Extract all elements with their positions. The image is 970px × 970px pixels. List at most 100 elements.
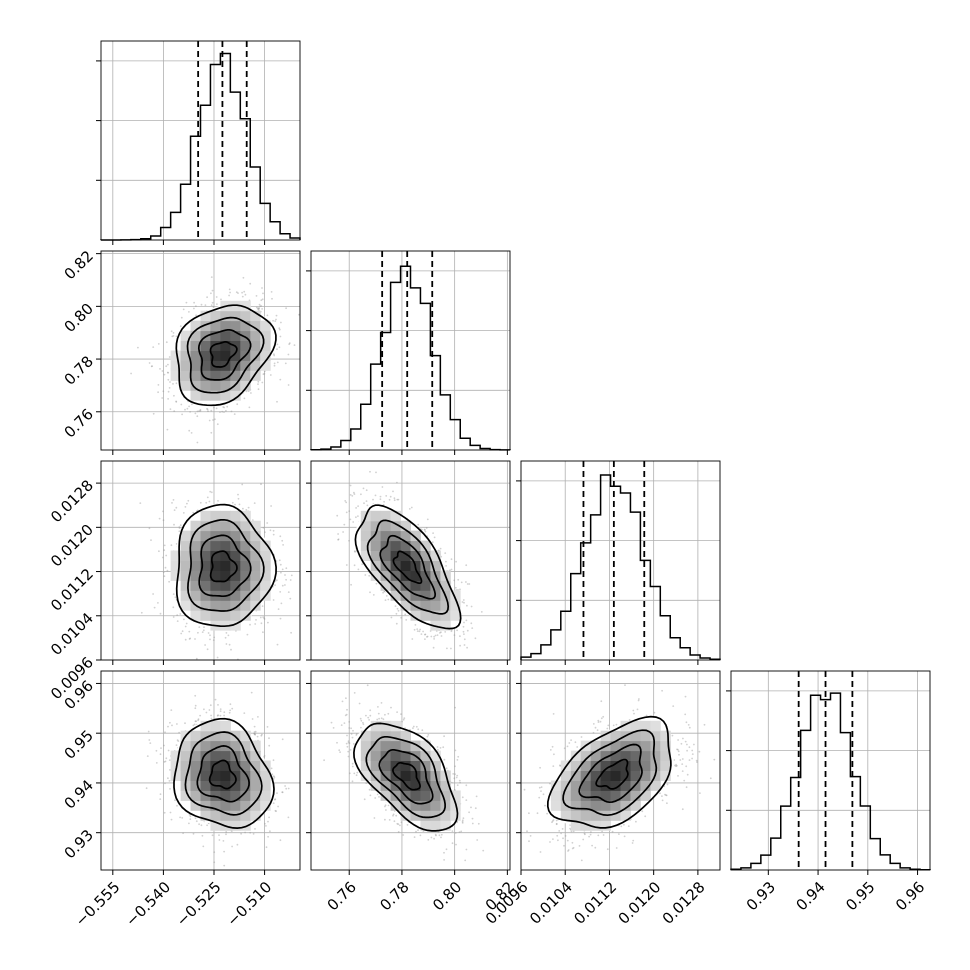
sample-point — [474, 637, 477, 640]
sample-point — [248, 406, 251, 409]
sample-point — [165, 341, 168, 344]
density-cell — [400, 530, 411, 542]
density-cell — [230, 390, 241, 401]
sample-point — [353, 550, 356, 553]
sample-point — [456, 629, 458, 632]
density-cell — [220, 560, 231, 571]
density-cell — [210, 570, 221, 581]
density-cell — [250, 540, 261, 551]
sample-point — [444, 552, 447, 554]
sample-point — [257, 308, 259, 310]
density-cell — [180, 360, 192, 371]
sample-point — [167, 390, 170, 393]
sample-point — [152, 346, 155, 348]
sample-point — [210, 304, 213, 307]
density-cell — [250, 330, 261, 341]
sample-point — [245, 390, 248, 393]
sample-point — [450, 568, 453, 571]
sample-point — [179, 325, 182, 328]
density-cell — [240, 550, 251, 561]
density-cell — [200, 600, 211, 611]
sample-point — [208, 709, 211, 711]
density-cell — [190, 320, 201, 332]
density-cell — [180, 530, 192, 542]
density-cell — [260, 560, 271, 571]
density-cell — [430, 560, 441, 571]
sample-point — [163, 373, 166, 376]
sample-point — [172, 383, 174, 385]
sample-point — [468, 583, 471, 585]
sample-point — [284, 362, 287, 365]
sample-point — [169, 408, 172, 410]
sample-point — [408, 508, 411, 510]
sample-point — [238, 503, 241, 506]
sample-point — [276, 643, 279, 646]
sample-point — [229, 703, 232, 706]
sample-point — [277, 608, 280, 610]
sample-point — [185, 301, 188, 304]
density-cell — [410, 590, 421, 601]
sample-point — [290, 574, 293, 577]
histogram-line — [730, 692, 931, 871]
histogram-panel-0 — [96, 40, 301, 245]
density-cell — [230, 370, 241, 381]
panel-frame — [100, 40, 301, 241]
density-cell — [190, 330, 201, 341]
density-cell — [430, 580, 441, 591]
sample-point — [184, 625, 187, 628]
sample-point — [276, 361, 279, 364]
density-cell — [370, 520, 382, 532]
sample-point — [425, 527, 428, 529]
sample-point — [220, 298, 222, 301]
sample-point — [459, 635, 461, 638]
sample-point — [178, 530, 181, 533]
sample-point — [175, 400, 178, 403]
density-cell — [240, 540, 251, 551]
sample-point — [444, 631, 447, 633]
density-cell — [200, 570, 211, 581]
sample-point — [258, 303, 261, 306]
density-cell — [210, 330, 221, 341]
sample-point — [396, 607, 399, 610]
sample-point — [345, 564, 348, 566]
sample-point — [375, 471, 377, 474]
sample-point — [383, 500, 385, 503]
sample-point — [157, 343, 160, 345]
density-cell — [200, 520, 211, 532]
sample-point — [216, 656, 219, 659]
sample-point — [281, 584, 284, 587]
sample-point — [375, 582, 378, 585]
sample-point — [212, 639, 215, 642]
sample-point — [350, 583, 352, 586]
sample-point — [357, 505, 359, 507]
sample-point — [207, 410, 209, 412]
density-cell — [200, 610, 211, 621]
sample-point — [269, 529, 272, 532]
sample-point — [258, 307, 260, 310]
sample-point — [206, 408, 209, 411]
sample-point — [205, 501, 208, 504]
panel-frame — [100, 250, 301, 451]
sample-point — [400, 616, 402, 619]
sample-point — [258, 307, 260, 309]
sample-point — [158, 517, 161, 520]
density-cell — [190, 340, 201, 351]
density-cell — [230, 570, 241, 581]
sample-point — [150, 365, 153, 368]
sample-point — [171, 335, 174, 338]
sample-point — [206, 296, 209, 299]
density-panel-1-0 — [96, 250, 301, 455]
sample-point — [272, 775, 275, 778]
sample-point — [362, 487, 365, 490]
sample-point — [169, 788, 171, 790]
sample-point — [224, 636, 227, 639]
sample-point — [230, 457, 232, 459]
sample-point — [225, 643, 228, 645]
density-cell — [250, 340, 261, 351]
density-cell — [250, 350, 261, 361]
density-cell — [190, 560, 201, 571]
density-cell — [220, 310, 231, 322]
contour-level-2 — [186, 316, 265, 394]
contour-level-1 — [379, 534, 437, 600]
